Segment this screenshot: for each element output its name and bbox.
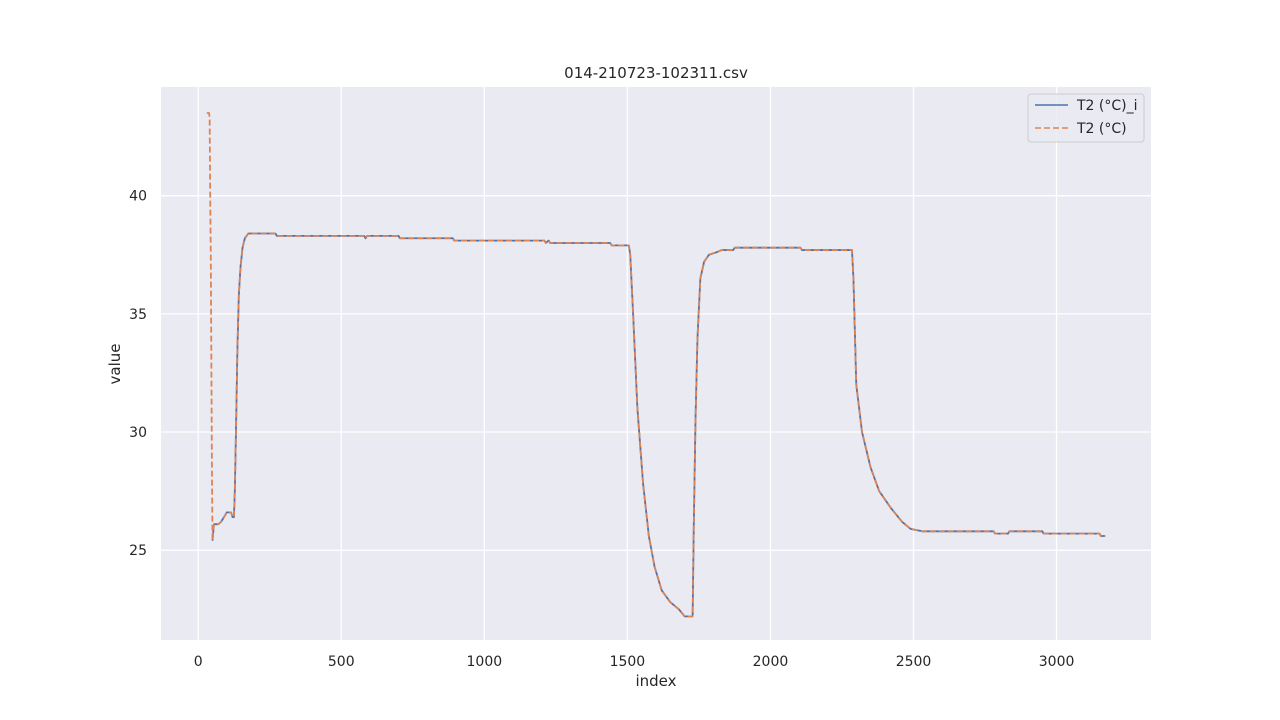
y-axis-ticks: 25 30 35 40 bbox=[129, 189, 147, 559]
x-tick-label: 2500 bbox=[896, 654, 932, 670]
gridlines bbox=[161, 87, 1151, 640]
legend-box bbox=[1027, 93, 1145, 143]
x-tick-label: 1500 bbox=[610, 654, 646, 670]
series-line-2 bbox=[206, 112, 1106, 618]
chart-title: 014-210723-102311.csv bbox=[564, 64, 748, 82]
y-tick-label: 25 bbox=[129, 543, 147, 559]
y-tick-label: 35 bbox=[129, 307, 147, 323]
y-tick-label: 30 bbox=[129, 425, 147, 441]
x-tick-label: 2000 bbox=[753, 654, 789, 670]
x-axis-label: index bbox=[635, 672, 676, 690]
y-axis-label: value bbox=[106, 344, 124, 385]
plot-area bbox=[161, 87, 1151, 640]
x-tick-label: 500 bbox=[328, 654, 355, 670]
x-axis-ticks: 0 500 1000 1500 2000 2500 3000 bbox=[194, 654, 1075, 670]
x-tick-label: 3000 bbox=[1039, 654, 1075, 670]
series-layer bbox=[206, 112, 1106, 618]
legend-label-series-1: T2 (°C)_i bbox=[1076, 98, 1138, 114]
x-tick-label: 1000 bbox=[467, 654, 503, 670]
y-tick-label: 40 bbox=[129, 189, 147, 205]
legend: T2 (°C)_i T2 (°C) bbox=[1027, 93, 1145, 143]
legend-label-series-2: T2 (°C) bbox=[1076, 121, 1127, 137]
x-tick-label: 0 bbox=[194, 654, 203, 670]
